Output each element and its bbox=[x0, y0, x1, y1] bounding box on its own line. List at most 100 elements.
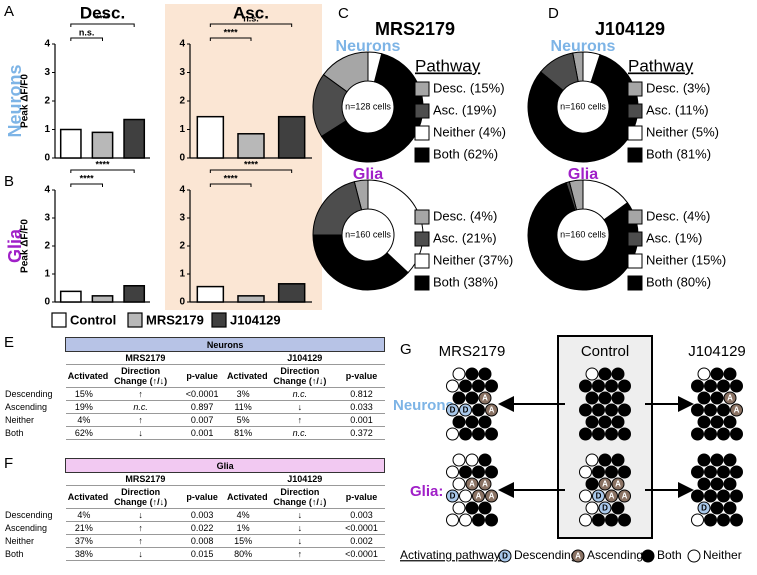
bar bbox=[277, 115, 306, 159]
cell bbox=[459, 379, 472, 393]
cell-symbol: A bbox=[469, 480, 475, 489]
cell bbox=[704, 403, 717, 417]
cell bbox=[478, 367, 492, 381]
significance-label: **** bbox=[224, 27, 239, 37]
table-cell: ↓ bbox=[261, 521, 339, 535]
column-header: p-value bbox=[338, 364, 385, 388]
cell-symbol: A bbox=[734, 406, 740, 415]
cell bbox=[598, 415, 612, 429]
pie-center-label: n=160 cells bbox=[560, 229, 606, 239]
table-cell: 0.003 bbox=[338, 508, 385, 522]
y-tick-label: 4 bbox=[44, 39, 50, 50]
y-tick-label: 3 bbox=[44, 67, 50, 78]
y-tick-label: 0 bbox=[179, 153, 185, 164]
significance-bracket bbox=[70, 169, 135, 173]
table-cell: ↓ bbox=[261, 400, 339, 414]
table-cell: 38% bbox=[65, 547, 102, 561]
data-table: Neurons MRS2179 J104129 Activated Direction … bbox=[3, 337, 385, 440]
cell bbox=[598, 477, 612, 491]
legend-swatch bbox=[414, 209, 430, 225]
significance-bracket bbox=[209, 169, 293, 173]
table-cell: 80% bbox=[225, 547, 262, 561]
cell bbox=[697, 501, 711, 515]
table-cell: ↑ bbox=[261, 413, 339, 427]
legend-swatch bbox=[51, 312, 67, 328]
cell-symbol: D bbox=[450, 406, 456, 415]
cell bbox=[697, 367, 711, 381]
cell bbox=[579, 489, 592, 503]
cell bbox=[723, 391, 737, 405]
legend-label: Both (38%) bbox=[433, 274, 498, 289]
cell bbox=[704, 465, 717, 479]
table-cell: 0.897 bbox=[179, 400, 226, 414]
table-row: Neither 37% ↑ 0.008 15% ↓ 0.002 bbox=[3, 534, 385, 548]
cell bbox=[459, 489, 472, 503]
table-row: Neurons bbox=[3, 337, 385, 352]
cell bbox=[723, 367, 737, 381]
cell bbox=[611, 391, 625, 405]
legend-label: Descending bbox=[514, 548, 577, 562]
table-title: Glia bbox=[65, 458, 385, 473]
cell bbox=[592, 465, 605, 479]
y-tick-label: 4 bbox=[44, 185, 50, 196]
cell bbox=[592, 489, 605, 503]
legend-label: Desc. (3%) bbox=[646, 80, 710, 95]
cell bbox=[485, 403, 498, 417]
legend-swatch bbox=[414, 147, 430, 163]
cell-symbol: A bbox=[482, 394, 488, 403]
table-cell: 0.008 bbox=[179, 534, 226, 548]
y-tick-label: 2 bbox=[179, 241, 185, 252]
table-row: Both 38% ↓ 0.015 80% ↑ <0.0001 bbox=[3, 547, 385, 561]
legend-title: Pathway bbox=[628, 56, 694, 75]
legend-swatch bbox=[627, 125, 643, 141]
cell bbox=[459, 403, 472, 417]
column-header: Activated bbox=[225, 364, 268, 388]
cell bbox=[465, 501, 479, 515]
column-header: p-value bbox=[179, 485, 226, 509]
pie-center-label: n=160 cells bbox=[560, 101, 606, 111]
significance-label: **** bbox=[80, 173, 95, 183]
cell bbox=[641, 549, 655, 563]
cell bbox=[465, 415, 479, 429]
y-tick-label: 0 bbox=[44, 153, 50, 164]
table-cell: 0.007 bbox=[179, 413, 226, 427]
cell bbox=[579, 427, 592, 441]
cell bbox=[485, 379, 498, 393]
data-table: Glia MRS2179 J104129 Activated Direction Cha… bbox=[3, 458, 385, 561]
cell bbox=[498, 549, 512, 563]
legend-label: Neither (4%) bbox=[433, 124, 506, 139]
legend-label: Desc. (4%) bbox=[646, 208, 710, 223]
cell bbox=[598, 501, 612, 515]
column-title: MRS2179 bbox=[439, 343, 506, 360]
significance-bracket bbox=[70, 23, 135, 27]
table-row: Ascending 19% n.c. 0.897 11% ↓ 0.033 bbox=[3, 400, 385, 414]
cell bbox=[691, 403, 704, 417]
cell-symbol: D bbox=[602, 504, 608, 513]
cell bbox=[478, 501, 492, 515]
group-header: J104129 bbox=[225, 472, 385, 486]
column-title: MRS2179 bbox=[375, 19, 455, 39]
cell bbox=[605, 403, 618, 417]
row-label: Ascending bbox=[5, 402, 48, 412]
cell bbox=[585, 501, 599, 515]
cell bbox=[618, 427, 631, 441]
cell-symbol: A bbox=[615, 480, 621, 489]
cell-symbol: A bbox=[482, 480, 488, 489]
bar bbox=[59, 290, 82, 303]
legend-swatch bbox=[414, 81, 430, 97]
table-cell: ↑ bbox=[261, 547, 339, 561]
blank-cell bbox=[3, 338, 66, 352]
legend-label: Desc. (4%) bbox=[433, 208, 497, 223]
cell bbox=[485, 465, 498, 479]
bar bbox=[59, 128, 82, 159]
cell bbox=[605, 513, 618, 527]
column-header: Direction Change (↑/↓) bbox=[101, 364, 180, 388]
legend-label: Asc. (11%) bbox=[646, 102, 709, 117]
cell bbox=[618, 489, 631, 503]
pie-center-label: n=128 cells bbox=[345, 101, 391, 111]
cell bbox=[446, 427, 459, 441]
column-header: p-value bbox=[179, 364, 226, 388]
table-cell: ↓ bbox=[101, 426, 180, 440]
panel-letter: A bbox=[4, 3, 14, 20]
